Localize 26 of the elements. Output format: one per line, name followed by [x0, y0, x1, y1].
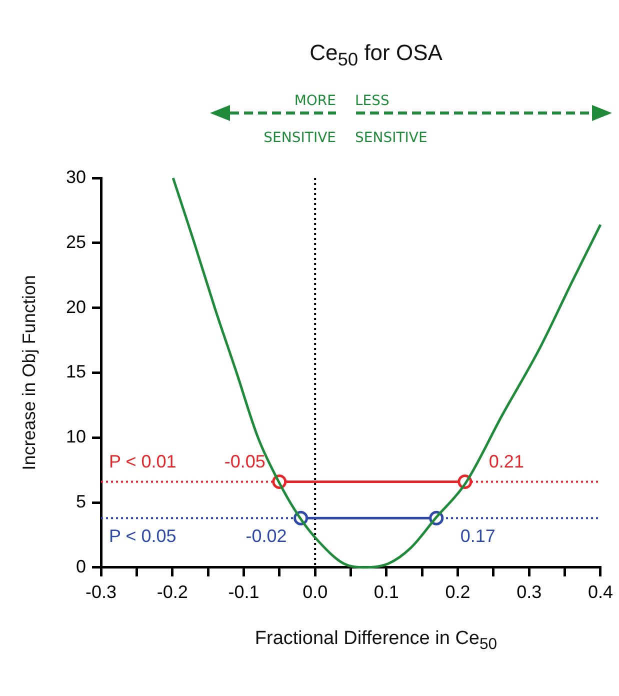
ref-line-label: P < 0.05 — [109, 526, 176, 546]
y-tick-label: 20 — [66, 296, 86, 317]
x-tick-label: -0.3 — [86, 582, 117, 602]
ref-line-label: P < 0.01 — [109, 452, 176, 472]
text: LESS SENSITIVE — [355, 93, 428, 146]
chart-title: Ce$_{50}$ for OSA — [308, 40, 444, 70]
y-tick-label: 30 — [66, 166, 86, 187]
y-tick-label: 25 — [66, 232, 86, 252]
y-tick-label: 15 — [66, 362, 86, 382]
y-axis-title: Increase in Obj Function — [18, 275, 39, 470]
x-tick-label: 0.1 — [374, 582, 399, 602]
x-tick-label: 0.3 — [516, 582, 542, 602]
x-tick-label: 0.2 — [445, 582, 470, 602]
x-tick-label: -0.1 — [228, 582, 260, 602]
annotation: 0.21 — [488, 452, 524, 472]
x-tick-label: -0.2 — [156, 582, 188, 602]
x-tick-label: 0.0 — [302, 582, 328, 602]
y-tick-label: 10 — [66, 426, 86, 447]
x-tick-label: 0.4 — [588, 582, 614, 602]
y-tick-label: 5 — [76, 491, 86, 512]
x-axis-title: Fractional Difference in Ce$_{50}$ — [254, 628, 498, 654]
y-tick-label: 0 — [76, 556, 86, 576]
annotation: -0.05 — [224, 452, 266, 472]
annotation: -0.02 — [246, 526, 287, 546]
annotation: 0.17 — [460, 526, 496, 546]
text: MORE SENSITIVE — [264, 93, 336, 146]
